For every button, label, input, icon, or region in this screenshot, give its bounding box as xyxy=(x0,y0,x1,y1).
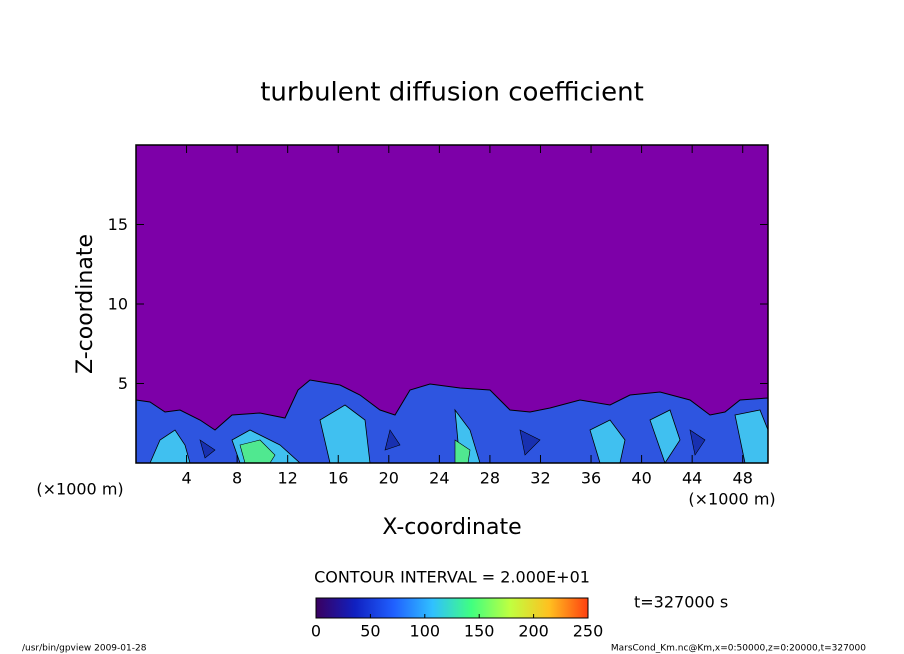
y-tick-label: 15 xyxy=(108,215,128,234)
x-tick-label: 8 xyxy=(232,469,242,488)
turbulent-region xyxy=(136,379,768,463)
colorbar-tick-label: 150 xyxy=(464,622,495,641)
x-tick-label: 12 xyxy=(278,469,298,488)
y-axis-label: Z-coordinate xyxy=(73,234,98,374)
footer-right: MarsCond_Km.nc@Km,x=0:50000,z=0:20000,t=… xyxy=(611,644,866,654)
x-tick-label: 32 xyxy=(530,469,550,488)
x-tick-label: 20 xyxy=(379,469,399,488)
colorbar-tick-label: 200 xyxy=(518,622,549,641)
x-tick-label: 16 xyxy=(328,469,348,488)
x-tick-label: 48 xyxy=(733,469,753,488)
y-unit: (×1000 m) xyxy=(36,480,123,499)
x-tick-label: 24 xyxy=(429,469,449,488)
colorbar xyxy=(315,597,589,619)
x-unit: (×1000 m) xyxy=(688,490,775,509)
colorbar-tick-label: 50 xyxy=(360,622,380,641)
y-tick-label: 5 xyxy=(118,374,128,393)
x-tick-label: 28 xyxy=(480,469,500,488)
footer-left: /usr/bin/gpview 2009-01-28 xyxy=(22,644,147,654)
time-label: t=327000 s xyxy=(634,593,728,612)
x-axis-label: X-coordinate xyxy=(382,515,521,540)
colorbar-tick-label: 100 xyxy=(410,622,441,641)
x-tick-label: 44 xyxy=(682,469,702,488)
chart-title: turbulent diffusion coefficient xyxy=(260,78,644,108)
contour-interval: CONTOUR INTERVAL = 2.000E+01 xyxy=(314,568,590,587)
colorbar-tick-label: 0 xyxy=(311,622,321,641)
x-tick-label: 40 xyxy=(631,469,651,488)
colorbar-tick-label: 250 xyxy=(573,622,604,641)
x-tick-label: 36 xyxy=(581,469,601,488)
x-tick-label: 4 xyxy=(181,469,191,488)
y-tick-label: 10 xyxy=(108,295,128,314)
